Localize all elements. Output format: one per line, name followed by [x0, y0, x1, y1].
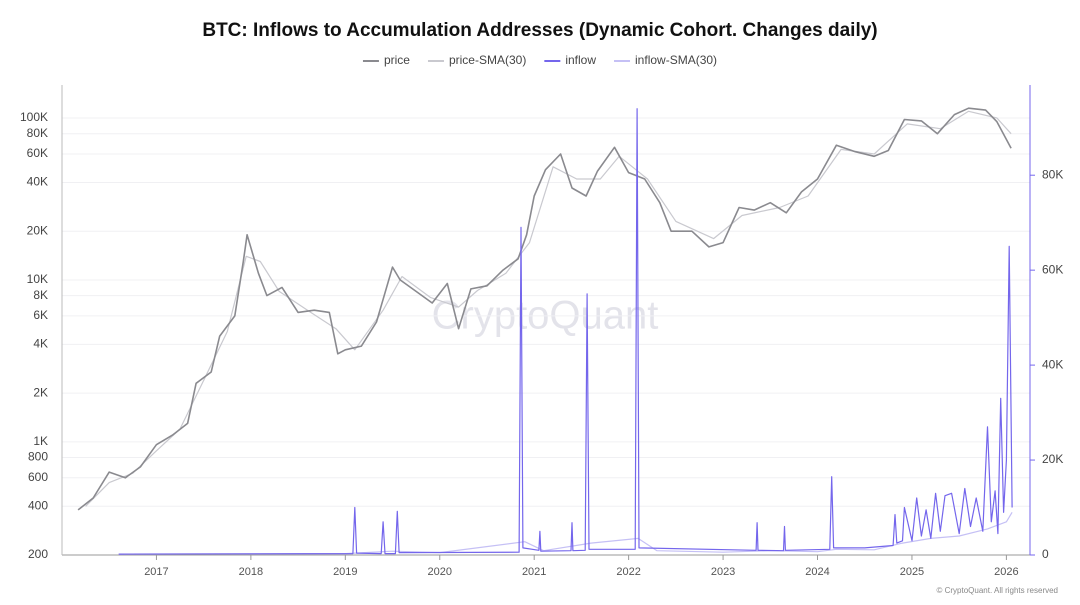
chart-title: BTC: Inflows to Accumulation Addresses (…	[202, 20, 877, 41]
x-tick-label: 2021	[522, 566, 546, 578]
legend-label: price-SMA(30)	[449, 53, 526, 67]
x-tick-label: 2017	[144, 566, 168, 578]
y-tick-label: 800	[28, 450, 48, 464]
series-line	[85, 110, 1012, 507]
x-tick-label: 2024	[805, 566, 829, 578]
legend-label: inflow-SMA(30)	[635, 53, 717, 67]
y2-tick-label: 20K	[1042, 452, 1063, 466]
x-tick-label: 2019	[333, 566, 357, 578]
y-tick-label: 10K	[27, 272, 48, 286]
y-tick-label: 400	[28, 498, 48, 512]
series-line	[118, 511, 1013, 555]
y-tick-label: 60K	[27, 146, 48, 160]
y-tick-label: 8K	[33, 288, 48, 302]
x-tick-label: 2020	[428, 566, 452, 578]
y2-tick-label: 40K	[1042, 357, 1063, 371]
y-tick-label: 600	[28, 470, 48, 484]
x-tick-label: 2026	[994, 566, 1018, 578]
legend-label: price	[384, 53, 410, 67]
y-tick-label: 4K	[33, 337, 48, 351]
y-tick-label: 80K	[27, 126, 48, 140]
y-tick-label: 1K	[33, 434, 48, 448]
y-tick-label: 2K	[33, 385, 48, 399]
y-tick-label: 6K	[33, 308, 48, 322]
y2-tick-label: 0	[1042, 547, 1049, 561]
x-tick-label: 2022	[616, 566, 640, 578]
legend: price price-SMA(30) inflow inflow-SMA(30)	[362, 53, 717, 67]
legend-label: inflow	[565, 53, 596, 67]
footer: © CryptoQuant. All rights reserved	[937, 586, 1059, 595]
y2-tick-label: 80K	[1042, 167, 1063, 181]
y-tick-label: 40K	[27, 175, 48, 189]
series-line	[118, 108, 1013, 555]
x-tick-label: 2018	[239, 566, 263, 578]
y-tick-label: 20K	[27, 223, 48, 237]
y-tick-label: 100K	[20, 110, 48, 124]
y2-tick-label: 60K	[1042, 262, 1063, 276]
series-line	[77, 107, 1012, 511]
x-tick-label: 2025	[900, 566, 924, 578]
y-tick-label: 200	[28, 547, 48, 561]
x-tick-label: 2023	[711, 566, 735, 578]
